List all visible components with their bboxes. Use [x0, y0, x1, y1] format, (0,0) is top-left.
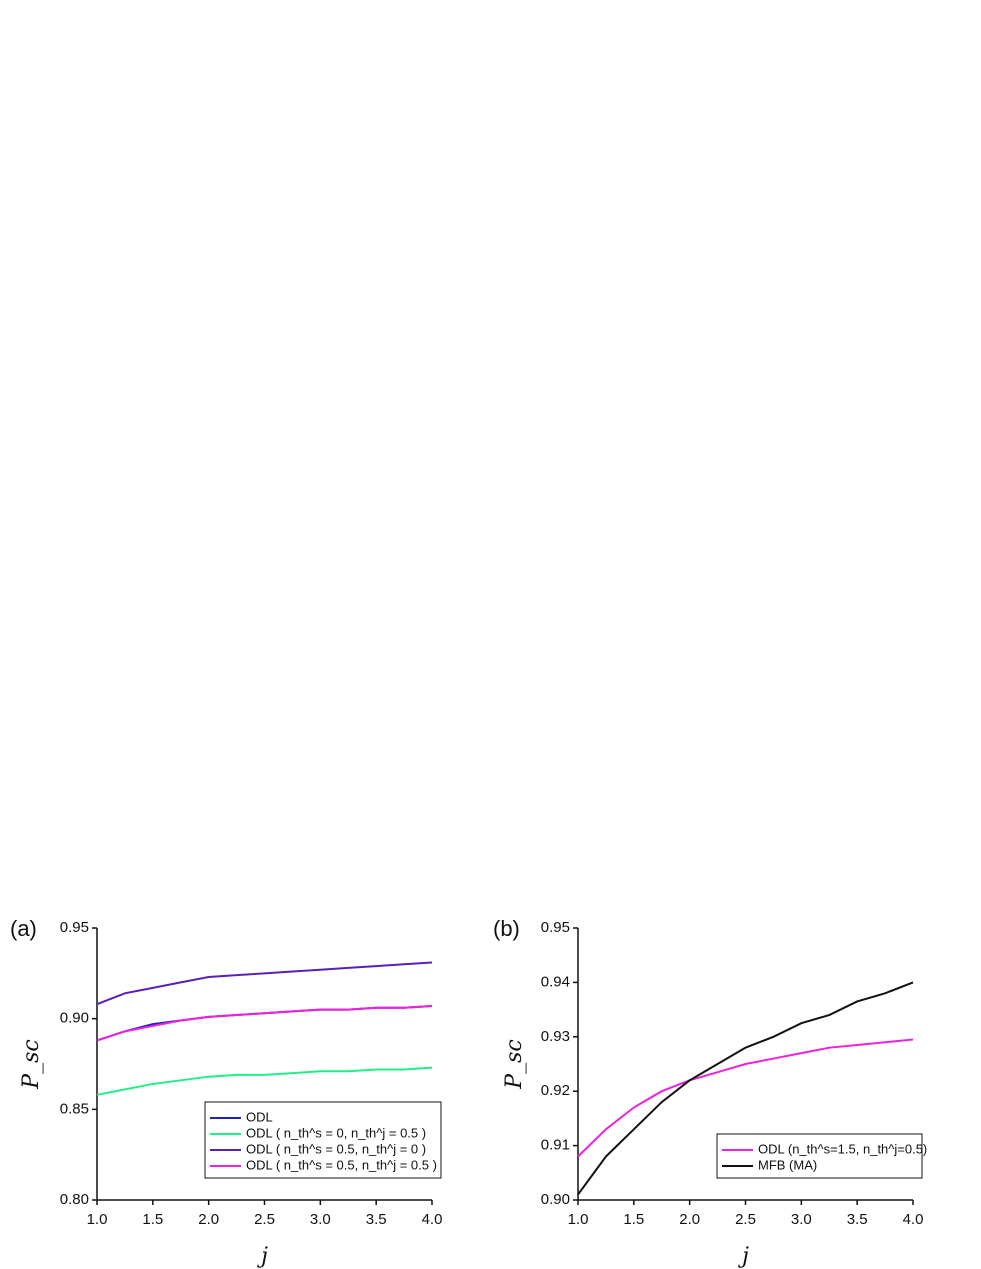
y-tick-label: 0.94 [541, 973, 570, 990]
series-line [96, 1004, 433, 1042]
y-tick-label: 0.92 [541, 1082, 570, 1099]
series-line [577, 981, 914, 1196]
x-tick-label: 1.0 [87, 1211, 108, 1228]
panel-label: (b) [493, 916, 520, 941]
y-axis-label: P_sc [19, 1039, 44, 1089]
x-tick-label: 3.5 [366, 1211, 387, 1228]
x-tick-label: 1.0 [568, 1211, 589, 1228]
x-tick-label: 2.0 [198, 1211, 219, 1228]
x-axis-label: j [256, 1244, 268, 1269]
y-tick-label: 0.91 [541, 1137, 570, 1154]
y-axis-label: P_sc [502, 1039, 527, 1089]
y-tick-label: 0.85 [60, 1100, 89, 1117]
legend-label: ODL ( n_th^s = 0, n_th^j = 0.5 ) [246, 1125, 426, 1140]
x-tick-label: 4.0 [903, 1211, 924, 1228]
y-tick-label: 0.80 [60, 1191, 89, 1208]
y-tick-label: 0.90 [60, 1010, 89, 1027]
x-tick-label: 2.0 [679, 1211, 700, 1228]
x-tick-label: 4.0 [422, 1211, 443, 1228]
legend-label: ODL (n_th^s=1.5, n_th^j=0.5) [758, 1141, 927, 1156]
x-tick-label: 3.0 [791, 1211, 812, 1228]
x-tick-label: 1.5 [623, 1211, 644, 1228]
x-tick-label: 2.5 [254, 1211, 275, 1228]
y-tick-label: 0.95 [60, 919, 89, 936]
x-tick-label: 3.5 [847, 1211, 868, 1228]
series-line [96, 1004, 433, 1042]
x-axis-label: j [737, 1244, 749, 1269]
legend-label: ODL [246, 1109, 273, 1124]
legend-label: MFB (MA) [758, 1157, 817, 1172]
y-tick-label: 0.95 [541, 919, 570, 936]
legend-box [716, 1133, 923, 1179]
legend-label: ODL ( n_th^s = 0.5, n_th^j = 0.5 ) [246, 1157, 437, 1172]
x-tick-label: 1.5 [142, 1211, 163, 1228]
legend-box [204, 1101, 442, 1179]
y-tick-label: 0.90 [541, 1191, 570, 1208]
series-line [577, 1038, 914, 1158]
legend-label: ODL ( n_th^s = 0.5, n_th^j = 0 ) [246, 1141, 426, 1156]
series-line [96, 1066, 433, 1096]
panel-label: (a) [10, 916, 37, 941]
x-tick-label: 2.5 [735, 1211, 756, 1228]
x-tick-label: 3.0 [310, 1211, 331, 1228]
series-line [96, 961, 433, 1006]
y-tick-label: 0.93 [541, 1028, 570, 1045]
